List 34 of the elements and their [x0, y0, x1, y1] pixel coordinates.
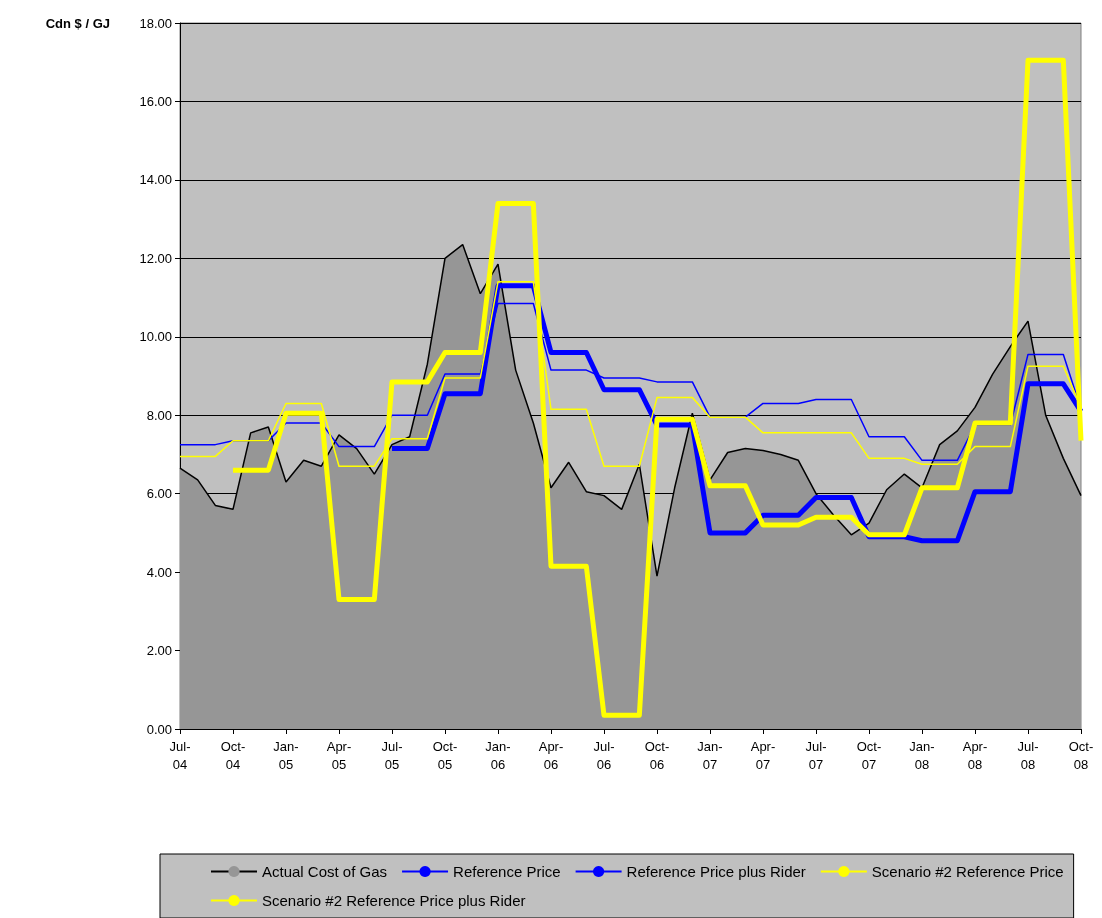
x-tick-label: Jan-06 — [485, 738, 511, 772]
y-tick-label: 10.00 — [139, 329, 172, 345]
x-tick-label: Apr-08 — [962, 738, 988, 772]
y-tick-label: 16.00 — [139, 93, 172, 109]
x-tick-label: Oct-04 — [220, 738, 246, 772]
x-tick-label: Jul-06 — [593, 738, 615, 772]
y-tick-label: 2.00 — [146, 643, 172, 659]
legend-label: Actual Cost of Gas — [262, 863, 388, 880]
y-axis-title: Cdn $ / GJ — [45, 15, 110, 31]
legend-label: Scenario #2 Reference Price — [871, 863, 1064, 880]
x-tick-label: Oct-08 — [1068, 738, 1094, 772]
x-tick-label: Jul-07 — [805, 738, 827, 772]
x-tick-label: Apr-07 — [750, 738, 776, 772]
x-tick-label: Oct-05 — [432, 738, 458, 772]
y-tick-label: 6.00 — [146, 486, 172, 502]
legend-label: Reference Price — [453, 863, 561, 880]
x-tick-label: Oct-07 — [856, 738, 882, 772]
x-tick-label: Jan-08 — [909, 738, 935, 772]
legend-label: Scenario #2 Reference Price plus Rider — [262, 892, 526, 909]
y-tick-label: 8.00 — [146, 407, 172, 423]
x-tick-label: Oct-06 — [644, 738, 670, 772]
y-tick-label: 12.00 — [139, 250, 172, 266]
x-tick-label: Apr-06 — [538, 738, 564, 772]
x-tick-label: Jul-08 — [1017, 738, 1039, 772]
y-tick-label: 0.00 — [146, 721, 172, 737]
x-tick-label: Jan-07 — [697, 738, 723, 772]
y-tick-label: 18.00 — [139, 15, 172, 31]
legend-label: Reference Price plus Rider — [626, 863, 806, 880]
x-tick-label: Jul-04 — [169, 738, 191, 772]
y-tick-label: 14.00 — [139, 172, 172, 188]
x-tick-label: Jan-05 — [273, 738, 299, 772]
x-tick-label: Apr-05 — [326, 738, 352, 772]
y-tick-label: 4.00 — [146, 564, 172, 580]
x-tick-label: Jul-05 — [381, 738, 403, 772]
